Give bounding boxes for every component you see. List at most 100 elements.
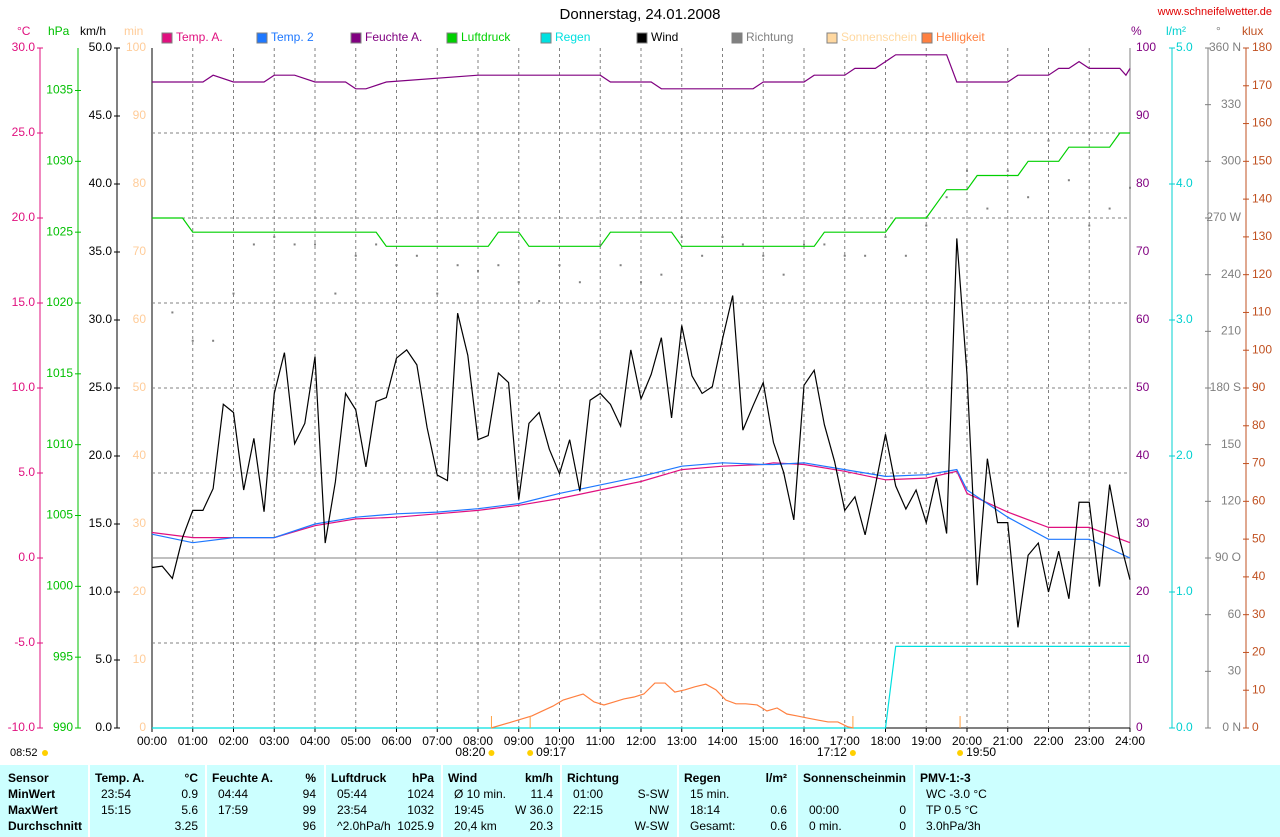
row-header: Durchschnitt bbox=[8, 819, 83, 833]
y-tick-label: 60 bbox=[1252, 494, 1266, 508]
legend-swatch bbox=[826, 32, 838, 44]
direction-dot bbox=[619, 264, 622, 267]
direction-dot bbox=[334, 292, 337, 295]
column-header: Feuchte A. bbox=[212, 771, 273, 785]
y-tick-label: 90 bbox=[1136, 108, 1150, 122]
y-tick-label: 40 bbox=[1252, 569, 1266, 583]
y-tick-label: 20 bbox=[1252, 645, 1266, 659]
y-tick-label: 160 bbox=[1252, 116, 1272, 130]
direction-dot bbox=[1108, 207, 1111, 210]
series-line bbox=[151, 238, 1131, 628]
y-tick-label: 20.0 bbox=[12, 210, 36, 224]
legend-swatch bbox=[446, 32, 458, 44]
legend-swatch bbox=[731, 32, 743, 44]
y-tick-label: 2.0 bbox=[1176, 448, 1193, 462]
direction-dot bbox=[212, 339, 215, 342]
cell-text: Ø 10 min. bbox=[454, 787, 507, 801]
x-tick-label: 22:00 bbox=[1033, 734, 1063, 748]
cell-value: 3.25 bbox=[174, 819, 198, 833]
direction-dot bbox=[1047, 139, 1050, 142]
y-tick-label: 30 bbox=[1252, 607, 1266, 621]
column-separator bbox=[677, 765, 679, 837]
legend-label: Feuchte A. bbox=[365, 30, 422, 44]
direction-dot bbox=[558, 264, 561, 267]
x-tick-label: 03:00 bbox=[259, 734, 289, 748]
column-separator bbox=[913, 765, 915, 837]
column-unit: °C bbox=[184, 771, 198, 785]
direction-dot bbox=[1067, 179, 1070, 182]
direction-dot bbox=[864, 254, 867, 257]
cell-value: 0.6 bbox=[770, 803, 787, 817]
direction-dot bbox=[884, 235, 887, 238]
y-tick-label: 90 bbox=[133, 108, 147, 122]
direction-dot bbox=[680, 235, 683, 238]
y-tick-label: 30 bbox=[1136, 516, 1150, 530]
y-tick-label: 10.0 bbox=[89, 584, 113, 598]
legend-label: Temp. 2 bbox=[271, 30, 314, 44]
y-tick-label: 40.0 bbox=[89, 176, 113, 190]
y-tick-label: 0.0 bbox=[18, 550, 35, 564]
y-tick-label: 70 bbox=[1136, 244, 1150, 258]
column-unit: km/h bbox=[524, 771, 553, 785]
cell-text: 0 min. bbox=[809, 819, 842, 833]
y-tick-label: 60 bbox=[133, 312, 147, 326]
direction-dot bbox=[375, 243, 378, 246]
y-tick-label: 130 bbox=[1252, 229, 1272, 243]
y-tick-label: 990 bbox=[53, 720, 73, 734]
x-tick-label: 08:00 bbox=[463, 734, 493, 748]
y-tick-label: 30 bbox=[133, 516, 147, 530]
y-tick-label: 210 bbox=[1221, 324, 1241, 338]
direction-dot bbox=[151, 320, 153, 323]
y-tick-label: 60 bbox=[1228, 607, 1242, 621]
y-tick-label: 30 bbox=[1228, 664, 1242, 678]
y-tick-label: 90 bbox=[1252, 380, 1266, 394]
y-tick-label: 110 bbox=[1252, 305, 1271, 319]
direction-dot bbox=[1129, 186, 1131, 189]
direction-dot bbox=[314, 243, 316, 246]
y-tick-label: 0 N bbox=[1222, 720, 1241, 734]
cell-text: 15 min. bbox=[690, 787, 730, 801]
cell-text: 00:00 bbox=[809, 803, 840, 817]
y-tick-label: 30.0 bbox=[12, 40, 36, 54]
y-axis-title: ° bbox=[1216, 24, 1221, 38]
row-header: MaxWert bbox=[8, 803, 58, 817]
cell-value: 5.6 bbox=[181, 803, 198, 817]
legend-label: Richtung bbox=[746, 30, 793, 44]
column-header: PMV-1:-3 bbox=[920, 771, 971, 785]
site-link[interactable]: www.schneifelwetter.de bbox=[1157, 6, 1272, 18]
x-tick-label: 15:00 bbox=[748, 734, 778, 748]
y-tick-label: 270 W bbox=[1206, 210, 1241, 224]
direction-dot bbox=[354, 254, 357, 257]
y-tick-label: 20 bbox=[1136, 584, 1150, 598]
legend-label: Temp. A. bbox=[176, 30, 223, 44]
column-separator bbox=[560, 765, 562, 837]
y-tick-label: 50.0 bbox=[89, 40, 113, 54]
x-tick-label: 14:00 bbox=[707, 734, 737, 748]
y-tick-label: 1025 bbox=[46, 224, 73, 238]
cell-value: 94 bbox=[302, 787, 316, 801]
y-tick-label: 5.0 bbox=[1176, 40, 1193, 54]
column-header: Sonnenschein bbox=[803, 771, 886, 785]
y-tick-label: 995 bbox=[53, 649, 73, 663]
x-tick-label: 09:00 bbox=[504, 734, 534, 748]
y-tick-label: 15.0 bbox=[12, 295, 36, 309]
y-tick-label: 1020 bbox=[46, 295, 73, 309]
y-tick-label: 40 bbox=[1136, 448, 1150, 462]
y-tick-label: 30.0 bbox=[89, 312, 113, 326]
y-tick-label: 80 bbox=[1136, 176, 1150, 190]
y-tick-label: 0 bbox=[1252, 720, 1259, 734]
direction-dot bbox=[395, 264, 398, 267]
y-axis-title: l/m² bbox=[1166, 24, 1186, 38]
direction-dot bbox=[599, 243, 602, 246]
column-separator bbox=[796, 765, 798, 837]
y-tick-label: 90 O bbox=[1215, 550, 1241, 564]
y-tick-label: 1030 bbox=[46, 154, 73, 168]
cell-value: 1024 bbox=[407, 787, 434, 801]
x-tick-label: 16:00 bbox=[789, 734, 819, 748]
direction-dot bbox=[436, 292, 439, 295]
y-tick-label: -5.0 bbox=[14, 635, 35, 649]
legend-swatch bbox=[256, 32, 268, 44]
y-tick-label: 140 bbox=[1252, 191, 1272, 205]
chart-title: Donnerstag, 24.01.2008 bbox=[560, 6, 721, 23]
x-tick-label: 06:00 bbox=[381, 734, 411, 748]
